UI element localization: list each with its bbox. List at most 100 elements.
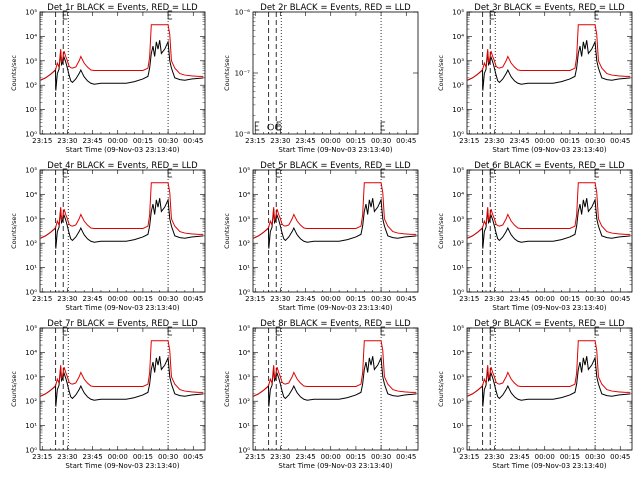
x-tick-label: 00:30 [585, 295, 605, 303]
x-tick-label: 23:15 [459, 453, 479, 461]
y-tick-label: 10¹ [25, 106, 37, 114]
panel-8: Det 8r BLACK = Events, RED = LLD 23:15 23:… [223, 319, 419, 470]
x-tick-label: 00:45 [183, 295, 203, 303]
events-line [467, 355, 631, 407]
x-tick-label: 23:15 [459, 295, 479, 303]
x-tick-label: 00:30 [371, 295, 391, 303]
y-tick-label: 10⁻⁷ [235, 70, 251, 78]
lld-line [40, 24, 204, 81]
y-tick-label: 10² [452, 240, 464, 248]
y-tick-label: 10⁵ [238, 167, 250, 175]
x-tick-label: 23:30 [484, 137, 504, 145]
y-axis-label: Counts/sec [223, 55, 231, 91]
y-tick-label: 10³ [238, 215, 250, 223]
x-tick-label: 00:30 [158, 137, 178, 145]
x-tick-label: 00:00 [535, 137, 555, 145]
y-tick-label: 10⁻⁶ [235, 9, 251, 17]
plot-frame [252, 169, 419, 293]
y-tick-label: 10⁰ [238, 289, 250, 297]
x-tick-label: 23:45 [82, 295, 102, 303]
y-tick-label: 10⁰ [452, 289, 464, 297]
panel-4: Det 4r BLACK = Events, RED = LLD 23:15 23:… [10, 161, 206, 312]
marker-glyph [489, 168, 495, 178]
plot-frame [466, 327, 633, 451]
plot-frame [39, 327, 206, 451]
marker-glyph [489, 10, 495, 20]
y-tick-label: 10² [25, 82, 37, 90]
x-axis-label: Start Time (09-Nov-03 23:13:40) [65, 146, 179, 154]
x-tick-label: 23:30 [484, 295, 504, 303]
y-tick-label: 10⁴ [25, 191, 37, 199]
y-tick-label: 10³ [25, 215, 37, 223]
lld-line [467, 24, 631, 81]
lld-line [253, 182, 417, 239]
plot-frame [39, 169, 206, 293]
lld-line [40, 340, 204, 397]
y-tick-label: 10¹ [452, 264, 464, 272]
y-tick-label: 10¹ [25, 264, 37, 272]
x-tick-label: 23:15 [245, 137, 265, 145]
y-tick-label: 10² [25, 398, 37, 406]
x-tick-label: 00:15 [560, 453, 580, 461]
panel-title: Det 2r BLACK = Events, RED = LLD [260, 3, 411, 13]
plot-frame [252, 327, 419, 451]
marker-glyph [167, 326, 173, 336]
y-tick-label: 10³ [25, 373, 37, 381]
panel-9: Det 9r BLACK = Events, RED = LLD 23:15 23:… [437, 319, 633, 470]
x-tick-label: 23:30 [270, 137, 290, 145]
lld-line [467, 182, 631, 239]
x-tick-label: 00:15 [560, 137, 580, 145]
y-tick-label: 10² [238, 240, 250, 248]
marker-glyph [62, 168, 68, 178]
x-tick-label: 00:15 [133, 295, 153, 303]
x-tick-label: 23:45 [82, 137, 102, 145]
y-tick-label: 10¹ [238, 422, 250, 430]
x-tick-label: 23:45 [295, 137, 315, 145]
panel-7: Det 7r BLACK = Events, RED = LLD 23:15 23:… [10, 319, 206, 470]
x-tick-label: 00:15 [133, 137, 153, 145]
panel-title: Det 4r BLACK = Events, RED = LLD [47, 161, 198, 171]
y-tick-label: 10⁻⁸ [235, 131, 251, 139]
x-tick-label: 23:30 [57, 295, 77, 303]
y-axis-label: Counts/sec [437, 371, 445, 407]
y-tick-label: 10³ [238, 373, 250, 381]
x-tick-label: 00:00 [108, 137, 128, 145]
y-axis-label: Counts/sec [437, 213, 445, 249]
y-tick-label: 10⁰ [25, 289, 37, 297]
x-tick-label: 00:00 [535, 295, 555, 303]
x-tick-label: 23:15 [32, 295, 52, 303]
x-tick-label: 00:45 [183, 137, 203, 145]
x-tick-label: 23:30 [270, 453, 290, 461]
y-tick-label: 10⁰ [452, 447, 464, 455]
y-axis-label: Counts/sec [223, 371, 231, 407]
y-tick-label: 10¹ [452, 106, 464, 114]
x-tick-label: 23:30 [57, 137, 77, 145]
x-tick-label: 00:00 [321, 453, 341, 461]
x-tick-label: 00:00 [108, 295, 128, 303]
panel-title: Det 3r BLACK = Events, RED = LLD [474, 3, 625, 13]
x-axis-label: Start Time (09-Nov-03 23:13:40) [492, 146, 606, 154]
marker-glyph [380, 326, 386, 336]
y-tick-label: 10⁰ [25, 447, 37, 455]
events-line [467, 39, 631, 91]
x-axis-label: Start Time (09-Nov-03 23:13:40) [492, 304, 606, 312]
marker-glyph [62, 326, 68, 336]
marker-circle [267, 123, 274, 131]
y-tick-label: 10² [238, 398, 250, 406]
x-tick-label: 00:45 [396, 453, 416, 461]
x-tick-label: 23:45 [509, 137, 529, 145]
panel-title: Det 7r BLACK = Events, RED = LLD [47, 319, 198, 329]
events-line [40, 355, 204, 407]
marker-glyph [380, 121, 386, 131]
y-tick-label: 10⁵ [25, 325, 37, 333]
panel-1: Det 1r BLACK = Events, RED = LLD 23:15 23:… [10, 3, 206, 154]
x-tick-label: 00:15 [346, 295, 366, 303]
x-axis-label: Start Time (09-Nov-03 23:13:40) [278, 304, 392, 312]
marker-glyph [254, 121, 260, 131]
y-tick-label: 10⁴ [452, 349, 464, 357]
events-line [253, 197, 417, 249]
x-tick-label: 00:15 [346, 453, 366, 461]
y-tick-label: 10¹ [452, 422, 464, 430]
marker-circle [274, 123, 282, 131]
